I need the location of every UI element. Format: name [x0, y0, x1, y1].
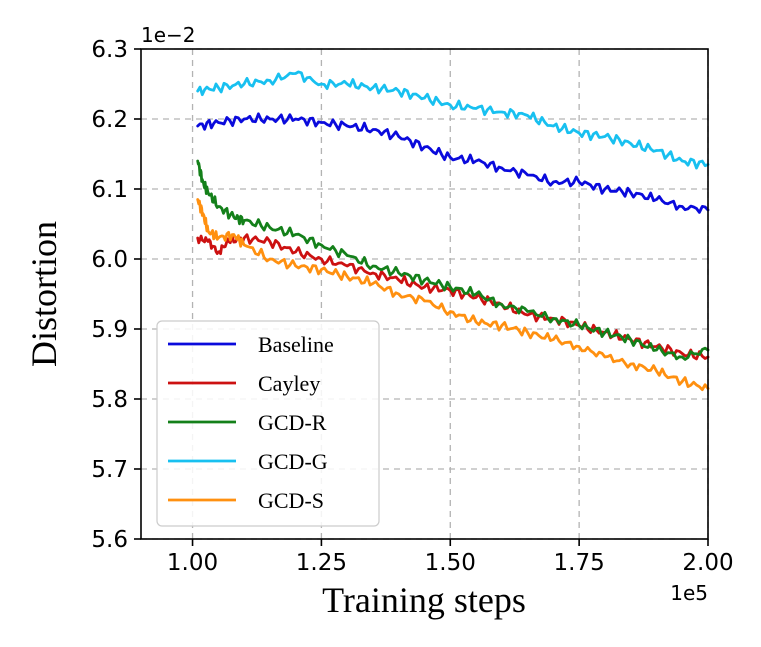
axis-ticks: 1.00 1.25 1.50 1.75 2.00 5.6 5.7 5.8 5.9 6.0 6.1 6.… [91, 37, 733, 576]
legend: Baseline Cayley GCD-R GCD-G GCD-S [156, 320, 380, 527]
series-line-gcd-s [196, 198, 710, 392]
y-tick-label: 5.7 [91, 457, 128, 483]
x-tick-label: 1.00 [167, 550, 218, 576]
y-exponent-label: 1e−2 [141, 23, 196, 47]
x-tick-label: 1.75 [554, 550, 605, 576]
y-tick-label: 5.9 [91, 317, 128, 343]
series-lines [196, 70, 710, 392]
y-tick-label: 6.1 [91, 177, 128, 203]
x-exponent-label: 1e5 [670, 581, 708, 605]
y-tick-label: 6.3 [91, 37, 128, 63]
series-line-baseline [196, 112, 710, 214]
x-tick-label: 1.25 [296, 550, 347, 576]
x-axis-title: Training steps [322, 580, 526, 620]
y-tick-label: 5.6 [91, 527, 128, 553]
y-tick-label: 6.0 [91, 247, 128, 273]
series-line-gcd-g [196, 70, 710, 170]
legend-label-gcd-s: GCD-S [258, 488, 324, 513]
x-tick-label: 2.00 [682, 550, 733, 576]
legend-box [156, 320, 380, 527]
legend-label-gcd-r: GCD-R [258, 410, 327, 435]
y-tick-label: 6.2 [91, 107, 128, 133]
series-line-gcd-r [196, 159, 710, 361]
y-tick-label: 5.8 [91, 387, 128, 413]
x-tick-label: 1.50 [425, 550, 476, 576]
legend-label-cayley: Cayley [258, 371, 320, 396]
plot-frame [140, 48, 709, 540]
y-axis-title: Distortion [24, 221, 64, 367]
legend-label-gcd-g: GCD-G [258, 449, 328, 474]
legend-label-baseline: Baseline [258, 332, 334, 357]
